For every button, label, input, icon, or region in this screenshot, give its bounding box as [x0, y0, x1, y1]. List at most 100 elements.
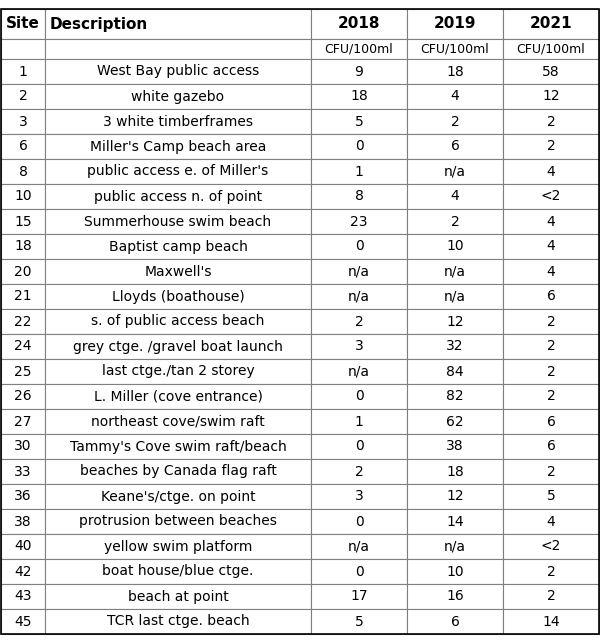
- Text: 4: 4: [547, 514, 556, 529]
- Text: 82: 82: [446, 390, 464, 404]
- Bar: [503, 209, 599, 234]
- Text: 3 white timberframes: 3 white timberframes: [103, 114, 253, 129]
- Text: 4: 4: [451, 89, 460, 104]
- Bar: [503, 284, 599, 309]
- Text: northeast cove/swim raft: northeast cove/swim raft: [91, 415, 265, 428]
- Bar: [311, 559, 407, 584]
- Text: 2019: 2019: [434, 17, 476, 32]
- Bar: [503, 334, 599, 359]
- Bar: [1, 309, 45, 334]
- Text: 2: 2: [547, 114, 556, 129]
- Text: 2: 2: [547, 565, 556, 579]
- Text: 2: 2: [355, 464, 364, 478]
- Bar: [311, 109, 407, 134]
- Bar: [45, 84, 311, 109]
- Text: 18: 18: [14, 239, 32, 253]
- Text: beaches by Canada flag raft: beaches by Canada flag raft: [80, 464, 277, 478]
- Text: 6: 6: [547, 289, 556, 303]
- Bar: [45, 559, 311, 584]
- Text: 84: 84: [446, 365, 464, 379]
- Bar: [311, 334, 407, 359]
- Bar: [407, 59, 503, 84]
- Text: 1: 1: [355, 165, 364, 179]
- Bar: [45, 39, 311, 59]
- Bar: [1, 434, 45, 459]
- Bar: [1, 39, 45, 59]
- Bar: [45, 484, 311, 509]
- Bar: [1, 159, 45, 184]
- Text: 1: 1: [19, 64, 28, 78]
- Text: 20: 20: [14, 264, 32, 278]
- Bar: [311, 259, 407, 284]
- Bar: [1, 459, 45, 484]
- Bar: [1, 484, 45, 509]
- Text: 32: 32: [446, 340, 464, 354]
- Text: 0: 0: [355, 565, 364, 579]
- Text: 2: 2: [355, 314, 364, 329]
- Bar: [407, 384, 503, 409]
- Text: last ctge./tan 2 storey: last ctge./tan 2 storey: [101, 365, 254, 379]
- Bar: [503, 484, 599, 509]
- Text: 22: 22: [14, 314, 32, 329]
- Text: 5: 5: [547, 489, 556, 503]
- Bar: [503, 459, 599, 484]
- Text: 30: 30: [14, 440, 32, 453]
- Bar: [1, 334, 45, 359]
- Text: Lloyds (boathouse): Lloyds (boathouse): [112, 289, 244, 303]
- Bar: [503, 159, 599, 184]
- Text: 12: 12: [542, 89, 560, 104]
- Bar: [1, 384, 45, 409]
- Text: n/a: n/a: [348, 365, 370, 379]
- Text: 4: 4: [547, 165, 556, 179]
- Text: 8: 8: [355, 190, 364, 203]
- Bar: [407, 84, 503, 109]
- Text: 2: 2: [547, 314, 556, 329]
- Bar: [407, 459, 503, 484]
- Bar: [503, 359, 599, 384]
- Text: n/a: n/a: [444, 289, 466, 303]
- Bar: [45, 134, 311, 159]
- Bar: [45, 509, 311, 534]
- Text: 2: 2: [547, 140, 556, 154]
- Text: 2018: 2018: [338, 17, 380, 32]
- Bar: [1, 9, 45, 39]
- Text: 10: 10: [446, 565, 464, 579]
- Bar: [407, 609, 503, 634]
- Bar: [503, 534, 599, 559]
- Text: 38: 38: [14, 514, 32, 529]
- Bar: [311, 534, 407, 559]
- Bar: [45, 284, 311, 309]
- Text: 6: 6: [451, 615, 460, 628]
- Text: 9: 9: [355, 64, 364, 78]
- Bar: [503, 609, 599, 634]
- Text: 10: 10: [446, 239, 464, 253]
- Bar: [503, 259, 599, 284]
- Text: 27: 27: [14, 415, 32, 428]
- Bar: [45, 434, 311, 459]
- Bar: [45, 184, 311, 209]
- Bar: [407, 584, 503, 609]
- Bar: [503, 409, 599, 434]
- Text: s. of public access beach: s. of public access beach: [91, 314, 265, 329]
- Bar: [45, 9, 311, 39]
- Bar: [311, 584, 407, 609]
- Text: beach at point: beach at point: [128, 590, 229, 604]
- Bar: [407, 284, 503, 309]
- Text: public access e. of Miller's: public access e. of Miller's: [88, 165, 269, 179]
- Text: 1: 1: [355, 415, 364, 428]
- Bar: [1, 284, 45, 309]
- Text: 14: 14: [446, 514, 464, 529]
- Text: 0: 0: [355, 390, 364, 404]
- Text: 4: 4: [451, 190, 460, 203]
- Text: protrusion between beaches: protrusion between beaches: [79, 514, 277, 529]
- Bar: [1, 209, 45, 234]
- Bar: [1, 584, 45, 609]
- Text: grey ctge. /gravel boat launch: grey ctge. /gravel boat launch: [73, 340, 283, 354]
- Text: 0: 0: [355, 239, 364, 253]
- Bar: [407, 359, 503, 384]
- Text: 45: 45: [14, 615, 32, 628]
- Bar: [503, 9, 599, 39]
- Text: 4: 4: [547, 215, 556, 228]
- Text: 2021: 2021: [530, 17, 572, 32]
- Text: 43: 43: [14, 590, 32, 604]
